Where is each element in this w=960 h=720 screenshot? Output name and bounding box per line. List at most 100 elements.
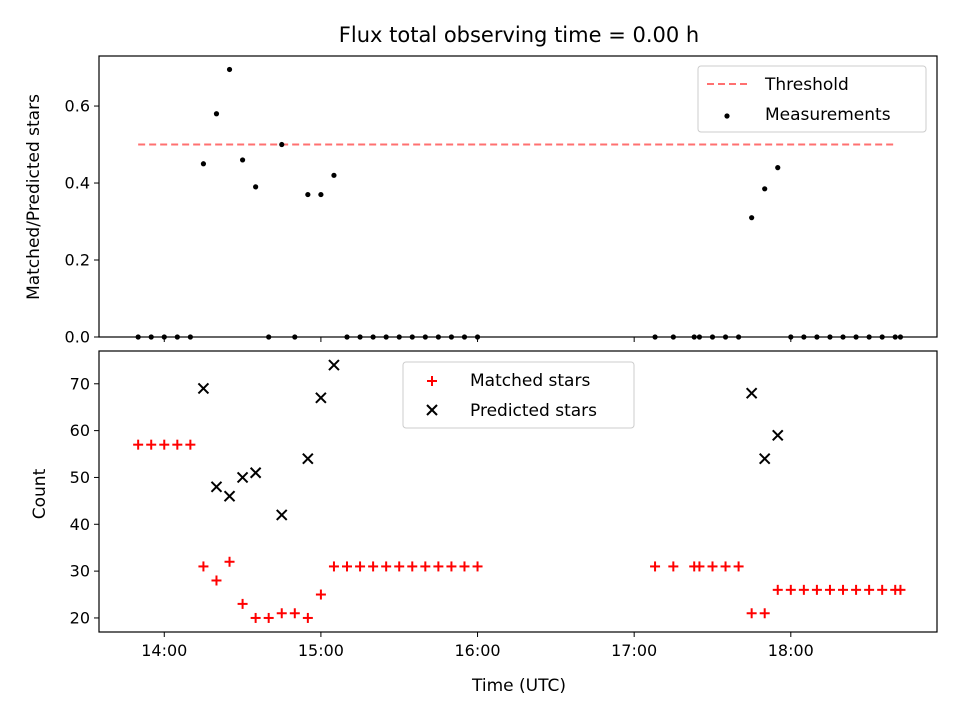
matched-star-point [355,561,366,572]
matched-star-point [172,439,183,450]
matched-star-point [824,584,835,595]
matched-star-point [276,608,287,619]
measurement-point [383,334,389,340]
predicted-star-point [236,471,249,484]
count-panel: Count Time (UTC) 20 30 40 50 60 70 14:00 15:00 1… [30,350,938,696]
count-xlabel: Time (UTC) [471,676,566,696]
measurement-point [148,334,154,340]
matched-star-point [146,439,157,450]
measurement-point [187,334,193,340]
measurement-point [788,334,794,340]
ratio-legend: Threshold Measurements [697,65,927,133]
measurement-point [652,334,658,340]
measurement-point [762,186,768,192]
y-tick-label: 60 [70,421,90,440]
matched-star-point [237,598,248,609]
matched-star-point [694,561,705,572]
matched-star-point [250,612,261,623]
y-tick-label: 30 [70,562,90,581]
measurement-point [801,334,807,340]
ratio-legend-box [697,65,927,133]
count-axes-frame [98,350,938,633]
measurement-point [749,215,755,221]
matched-star-point [302,612,313,623]
measurement-point [161,334,167,340]
matched-star-point [733,561,744,572]
y-tick-label: 0.4 [65,174,90,193]
matched-star-point [877,584,888,595]
y-tick-label: 0.6 [65,97,90,116]
ratio-ticks: 0.0 0.2 0.4 0.6 [65,97,792,347]
matched-star-point [328,561,339,572]
matched-star-point [446,561,457,572]
measurement-point [239,157,246,163]
predicted-star-point [758,453,771,465]
x-tick-label: 16:00 [454,641,500,660]
matched-star-point [159,439,170,450]
matched-star-point [838,584,849,595]
measurement-point [735,334,742,340]
matched-star-point [746,608,757,619]
predicted-star-point [745,387,758,399]
measurement-point [266,334,272,340]
legend-matched-label: Matched stars [470,371,590,391]
x-tick-label: 14:00 [141,641,187,660]
measurement-point [448,334,455,340]
measurement-point [840,334,846,340]
y-tick-label: 50 [70,468,90,487]
chart-title: Flux total observing time = 0.00 h [339,23,699,47]
measurement-point [461,334,468,340]
matched-star-point [420,561,431,572]
matched-star-point [289,608,300,619]
count-legend: Matched stars Predicted stars [402,361,635,429]
matched-star-point [772,584,783,595]
matched-star-point [811,584,822,595]
measurement-point [200,161,207,167]
measurement-point [691,334,697,340]
measurement-point [814,334,820,340]
predicted-star-point [328,359,340,371]
ratio-axes-frame [98,55,938,338]
matched-star-point [895,584,906,595]
legend-matched-marker [427,376,437,386]
ratio-marks [135,66,904,340]
measurement-point [422,334,428,340]
measurement-point [435,334,441,340]
predicted-star-point [249,467,262,479]
legend-predicted-marker [426,404,438,416]
measurement-point [670,334,676,340]
matched-star-point [720,561,731,572]
measurement-point [396,334,402,340]
ratio-panel: Matched/Predicted stars 0.0 0.2 0.4 0.6 Thr… [24,55,938,347]
count-marks [133,359,906,623]
matched-star-point [864,584,875,595]
measurement-point [879,334,885,340]
count-legend-box [402,361,635,429]
measurement-point [370,334,376,340]
y-tick-label: 0.2 [65,251,90,270]
y-tick-label: 0.0 [65,328,90,347]
legend-predicted-label: Predicted stars [470,401,597,421]
matched-star-point [759,608,770,619]
measurement-point [174,334,180,340]
measurement-point [722,334,729,340]
measurement-point [709,334,716,340]
legend-measurement-dot [724,113,730,119]
matched-star-point [368,561,379,572]
measurement-point [827,334,833,340]
y-tick-label: 40 [70,515,90,534]
predicted-star-point [772,429,784,442]
measurement-point [775,165,781,171]
matched-star-point [785,584,796,595]
matched-star-point [707,561,718,572]
matched-star-point [472,561,483,572]
predicted-star-point [223,490,236,502]
measurement-point [897,334,904,340]
legend-measurements-label: Measurements [765,105,891,125]
matched-star-point [459,561,470,572]
matched-star-point [185,439,196,450]
matched-star-point [798,584,809,595]
matched-star-point [263,612,274,623]
count-ylabel: Count [30,468,50,519]
